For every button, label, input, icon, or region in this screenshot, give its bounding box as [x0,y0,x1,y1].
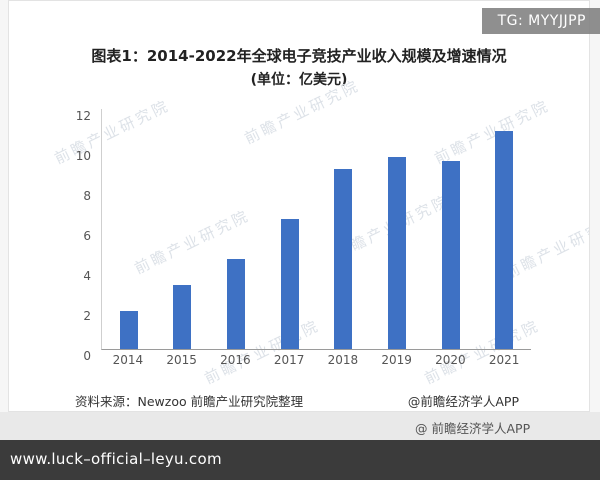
x-tick-label: 2021 [488,353,520,367]
plot-area [101,109,531,350]
tg-watermark-badge: TG: MYYJJPP [481,8,600,34]
chart-card: 前瞻产业研究院 前瞻产业研究院 前瞻产业研究院 前瞻产业研究院 前瞻产业研究院 … [8,0,590,412]
bar-chart: 2014 2015 2016 2017 2018 2019 2020 2021 0 2 4 6 8 10… [76,109,531,377]
gray-strip-credit: @ 前瞻经济学人APP [415,421,531,436]
y-tick-label: 10 [75,149,91,163]
bar-2014 [119,311,138,349]
y-tick-label: 8 [83,189,91,203]
gray-strip: @ 前瞻经济学人APP [0,412,600,440]
chart-subtitle-unit: (单位：亿美元) [250,72,348,88]
bar-2021 [495,131,514,349]
x-axis-labels: 2014 2015 2016 2017 2018 2019 2020 2021 [101,353,531,367]
y-tick-label: 2 [83,309,91,323]
bar-2018 [334,169,353,349]
x-tick-label: 2015 [166,353,197,367]
bottom-url-bar: www.luck–official–leyu.com [0,440,600,480]
bottom-url-text[interactable]: www.luck–official–leyu.com [10,450,222,468]
bar-2017 [280,219,299,349]
x-tick-label: 2017 [273,353,305,367]
x-tick-label: 2019 [381,353,412,367]
bar-2020 [441,161,460,349]
source-note: 资料来源：Newzoo 前瞻产业研究院整理 [75,394,304,409]
y-tick-label: 12 [75,109,91,123]
bar-2016 [227,259,246,349]
x-tick-label: 2016 [220,353,251,367]
credit-note: @前瞻经济学人APP [407,394,519,409]
y-tick-label: 6 [83,229,91,243]
x-tick-label: 2014 [112,353,144,367]
x-tick-label: 2020 [435,353,466,367]
y-tick-label: 4 [83,269,91,283]
y-tick-label: 0 [83,349,91,363]
x-tick-label: 2018 [327,353,359,367]
chart-title: 图表1：2014-2022年全球电子竞技产业收入规模及增速情况 [91,47,507,65]
bar-2015 [173,285,192,349]
bar-2019 [387,157,406,349]
